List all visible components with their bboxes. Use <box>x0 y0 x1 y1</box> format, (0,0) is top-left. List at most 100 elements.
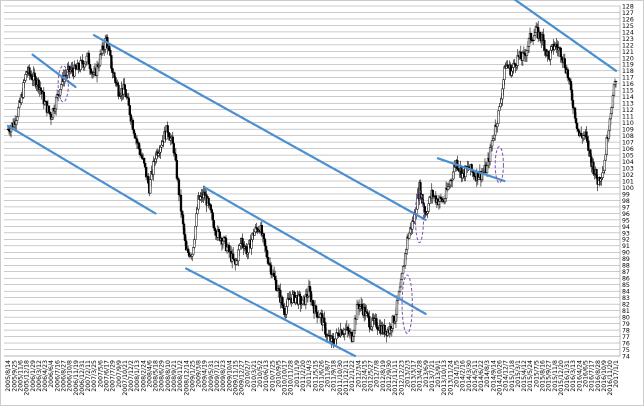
candle-body <box>500 98 503 104</box>
candle-body <box>521 52 525 61</box>
candle-body <box>157 153 160 156</box>
candle-body <box>154 158 157 162</box>
candle-body <box>555 43 558 48</box>
candle-body <box>612 84 616 96</box>
price-series <box>6 20 618 349</box>
y-tick-label: 113 <box>622 101 634 108</box>
y-tick-label: 81 <box>622 308 630 315</box>
x-tick-label: 2005/12/18 <box>24 360 31 396</box>
x-tick-label: 2012/11/11 <box>392 360 399 396</box>
candle-body <box>355 304 359 320</box>
x-tick-label: 2014/8/3 <box>484 360 491 388</box>
x-tick-label: 2010/2/7 <box>245 360 252 388</box>
candle-body <box>109 50 112 56</box>
candle-body <box>183 234 187 241</box>
x-tick-label: 2016/11/20 <box>607 360 614 396</box>
y-tick-label: 88 <box>622 263 630 270</box>
candle-body <box>79 60 82 70</box>
x-tick-label: 2006/4/23 <box>42 360 49 392</box>
y-tick-label: 92 <box>622 237 630 244</box>
x-tick-label: 2015/3/1 <box>515 360 522 388</box>
x-tick-label: 2014/5/11 <box>472 360 479 392</box>
candle-body <box>194 225 197 240</box>
x-tick-label: 2015/1/18 <box>509 360 516 392</box>
candle-body <box>48 111 52 115</box>
x-tick-label: 2012/5/27 <box>368 360 375 392</box>
candle-body <box>60 84 63 90</box>
x-tick-label: 2013/7/21 <box>429 360 436 392</box>
x-tick-label: 2011/10/30 <box>337 360 344 396</box>
x-tick-label: 2013/2/3 <box>404 360 411 388</box>
candle-body <box>152 160 155 175</box>
y-tick-label: 86 <box>622 276 630 283</box>
candle-body <box>22 82 25 98</box>
candle-body <box>147 175 150 184</box>
candle-body <box>179 194 183 212</box>
candle-body <box>175 160 179 179</box>
candle-body <box>526 46 530 51</box>
x-tick-label: 2008/9/21 <box>171 360 178 392</box>
candle-body <box>614 80 618 83</box>
candle-body <box>239 243 242 246</box>
candle-body <box>527 38 531 47</box>
candle-body <box>431 189 434 197</box>
candle-body <box>610 107 614 114</box>
candle-body <box>346 327 349 331</box>
candle-body <box>238 245 241 251</box>
candle-body <box>446 186 450 190</box>
candle-body <box>181 214 185 225</box>
y-tick-label: 100 <box>622 185 634 192</box>
x-tick-label: 2009/3/8 <box>196 360 203 388</box>
x-tick-label: 2008/11/2 <box>177 360 184 392</box>
candle-body <box>580 132 583 136</box>
candle-body <box>281 296 284 305</box>
y-tick-label: 121 <box>622 49 634 56</box>
candle-body <box>237 249 240 262</box>
candle-body <box>71 67 74 72</box>
candle-body <box>543 39 546 51</box>
candle-body <box>550 46 553 51</box>
x-tick-label: 2013/11/24 <box>447 360 454 396</box>
candle-body <box>285 306 288 315</box>
candle-body <box>264 245 268 251</box>
candle-body <box>192 247 195 255</box>
candle-body <box>54 96 58 110</box>
candle-body <box>408 232 411 239</box>
x-tick-label: 2014/2/16 <box>460 360 467 392</box>
candle-body <box>117 84 120 97</box>
x-tick-label: 2009/10/4 <box>226 360 233 392</box>
candle-body <box>314 305 318 313</box>
y-tick-label: 125 <box>622 23 634 30</box>
y-tick-label: 104 <box>622 159 634 166</box>
candle-body <box>502 79 505 90</box>
candle-body <box>108 45 111 51</box>
x-tick-label: 2010/11/28 <box>288 360 295 396</box>
candle-body <box>503 66 506 80</box>
candle-body <box>605 137 608 155</box>
candle-body <box>335 332 338 340</box>
candle-body <box>59 89 62 96</box>
x-tick-label: 2007/6/17 <box>103 360 110 392</box>
y-tick-label: 105 <box>622 152 634 159</box>
candle-body <box>177 179 181 195</box>
candle-body <box>142 158 146 164</box>
y-tick-label: 120 <box>622 55 634 62</box>
candle-body <box>199 196 202 200</box>
x-tick-label: 2010/6/13 <box>263 360 270 392</box>
candle-body <box>366 311 369 314</box>
candle-body <box>599 178 602 182</box>
candle-body <box>559 47 562 57</box>
candle-body <box>367 313 370 317</box>
candle-body <box>87 52 91 65</box>
x-tick-label: 2011/6/26 <box>318 360 325 392</box>
y-tick-label: 96 <box>622 211 630 218</box>
y-tick-label: 91 <box>622 243 630 250</box>
x-tick-label: 2008/4/6 <box>146 360 153 388</box>
candle-body <box>174 153 178 161</box>
candle-body <box>137 143 141 150</box>
y-tick-label: 102 <box>622 172 634 179</box>
x-tick-label: 2012/9/30 <box>386 360 393 392</box>
candle-body <box>315 311 319 318</box>
candle-body <box>589 149 592 158</box>
candle-body <box>406 236 409 250</box>
